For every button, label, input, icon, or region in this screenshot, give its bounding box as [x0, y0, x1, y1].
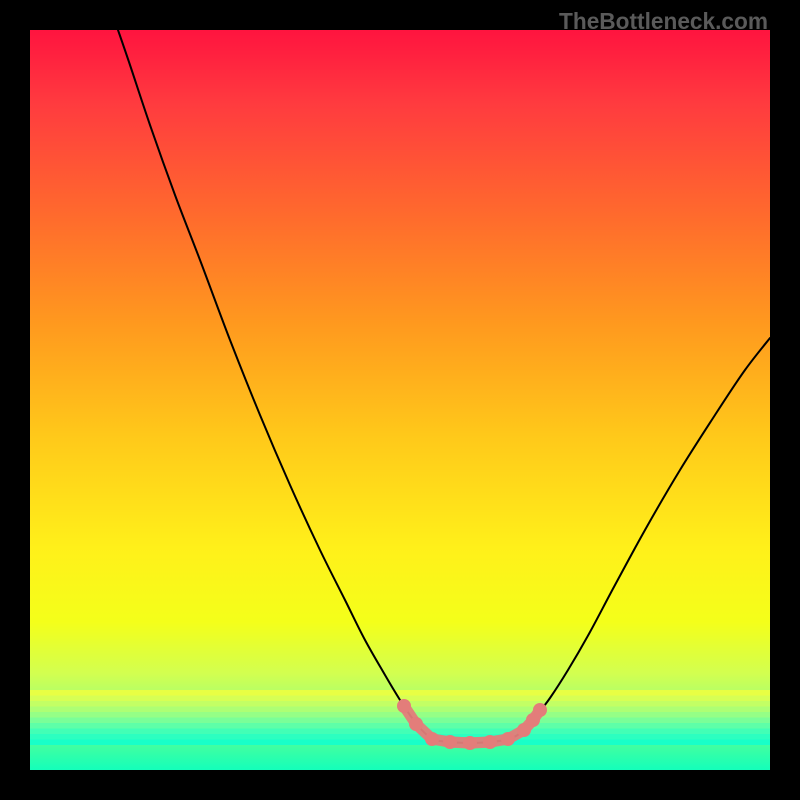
baseline-band — [30, 734, 770, 740]
plot-area — [30, 30, 770, 770]
marker-dot — [463, 736, 477, 750]
gradient-background — [30, 30, 770, 770]
baseline-band — [30, 723, 770, 729]
marker-dot — [483, 735, 497, 749]
baseline-band — [30, 690, 770, 696]
marker-dot — [397, 699, 411, 713]
baseline-band — [30, 729, 770, 735]
marker-dot — [443, 735, 457, 749]
baseline-band — [30, 712, 770, 718]
chart-root: TheBottleneck.com — [0, 0, 800, 800]
watermark-text: TheBottleneck.com — [559, 8, 768, 35]
baseline-band — [30, 740, 770, 746]
marker-dot — [409, 717, 423, 731]
baseline-band — [30, 718, 770, 724]
plot-svg — [30, 30, 770, 770]
marker-dot — [533, 703, 547, 717]
marker-dot — [425, 732, 439, 746]
marker-dot — [501, 732, 515, 746]
